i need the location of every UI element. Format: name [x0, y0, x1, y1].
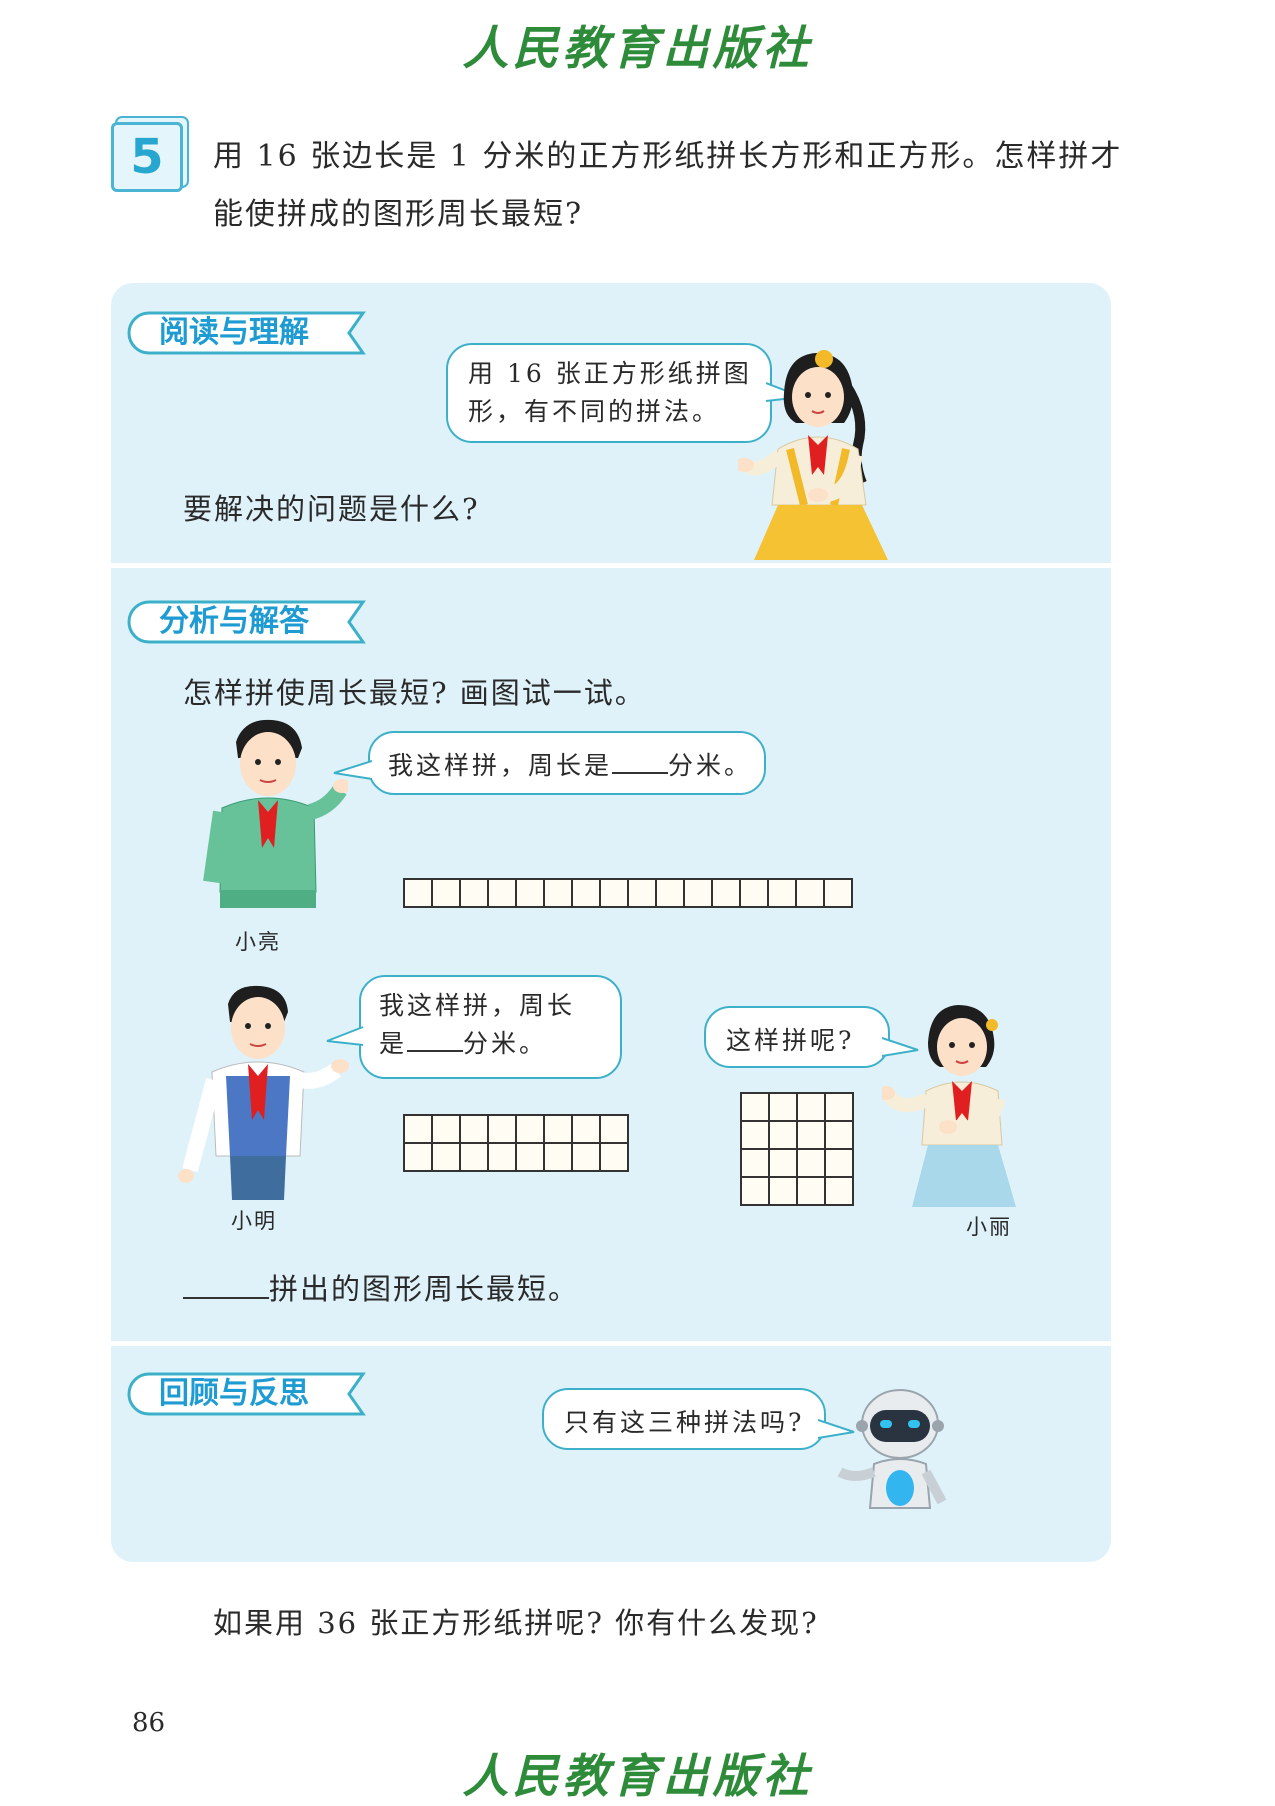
name-xiaoliang: 小亮 — [235, 930, 281, 954]
xiaoming-illustration — [178, 985, 349, 1200]
grid-1x16 — [403, 878, 853, 908]
tag-shape-icon — [127, 311, 366, 355]
name-xiaoming: 小明 — [231, 1209, 277, 1233]
publisher-logo-top: 人民教育出版社 — [462, 21, 813, 75]
bubble-text-line1: 我这样拼，周长 — [379, 991, 576, 1020]
tag-shape-icon — [127, 1372, 366, 1416]
speech-bubble-robot: 只有这三种拼法吗? — [542, 1388, 855, 1450]
publisher-logo-bottom: 人民教育出版社 — [462, 1749, 813, 1803]
extension-question: 如果用 36 张正方形纸拼呢? 你有什么发现? — [213, 1606, 819, 1640]
answer-blank[interactable] — [183, 1273, 269, 1299]
problem-statement: 用 16 张边长是 1 分米的正方形纸拼长方形和正方形。怎样拼才能使拼成的图形周… — [213, 139, 1123, 232]
bubble-tail-icon — [326, 1026, 364, 1046]
xiaoli-illustration — [882, 1005, 1016, 1207]
bubble-tail-icon — [882, 1037, 919, 1057]
section-title-reading: 阅读与理解 — [159, 315, 309, 350]
bubble-text-before: 是 — [379, 1029, 408, 1058]
robot-illustration — [837, 1389, 947, 1509]
grid-2x8 — [403, 1114, 629, 1172]
grid-4x4 — [740, 1092, 854, 1206]
bubble-text: 只有这三种拼法吗? — [564, 1408, 805, 1437]
speech-bubble-xiaoliang: 我这样拼，周长是 分米。 — [333, 731, 766, 795]
speech-bubble-reading: 用 16 张正方形纸拼图形，有不同的拼法。 — [446, 343, 803, 443]
name-xiaoli: 小丽 — [966, 1215, 1012, 1239]
bubble-tail-icon — [333, 760, 372, 780]
speech-bubble-xiaoli: 这样拼呢? — [704, 1006, 919, 1068]
section-tag-reading: 阅读与理解 — [127, 311, 366, 355]
section-title-reflection: 回顾与反思 — [159, 1376, 309, 1411]
conclusion-line: 拼出的图形周长最短。 — [183, 1266, 579, 1308]
bubble-text: 用 16 张正方形纸拼图形，有不同的拼法。 — [468, 359, 752, 426]
speech-bubble-xiaoming: 我这样拼，周长 是 分米。 — [326, 975, 622, 1079]
problem-number-badge: 5 — [111, 122, 183, 192]
analysis-panel — [111, 568, 1111, 1341]
section-tag-analysis: 分析与解答 — [127, 600, 366, 644]
section-tag-reflection: 回顾与反思 — [127, 1372, 366, 1416]
answer-blank[interactable] — [612, 750, 669, 774]
conclusion-text: 拼出的图形周长最短。 — [269, 1272, 580, 1306]
xiaoliang-illustration — [203, 719, 348, 908]
answer-blank[interactable] — [407, 1028, 464, 1052]
tag-shape-icon — [127, 600, 366, 644]
girl-guide-illustration — [738, 350, 888, 560]
bubble-text: 这样拼呢? — [726, 1026, 855, 1055]
reading-question: 要解决的问题是什么? — [183, 492, 480, 526]
bubble-tail-icon — [818, 1419, 855, 1439]
bubble-text-after: 分米。 — [668, 751, 753, 780]
page-number: 86 — [132, 1708, 166, 1738]
bubble-text-after: 分米。 — [463, 1029, 548, 1058]
analysis-prompt: 怎样拼使周长最短? 画图试一试。 — [183, 676, 646, 710]
bubble-text-before: 我这样拼，周长是 — [388, 751, 613, 780]
section-title-analysis: 分析与解答 — [159, 604, 309, 639]
